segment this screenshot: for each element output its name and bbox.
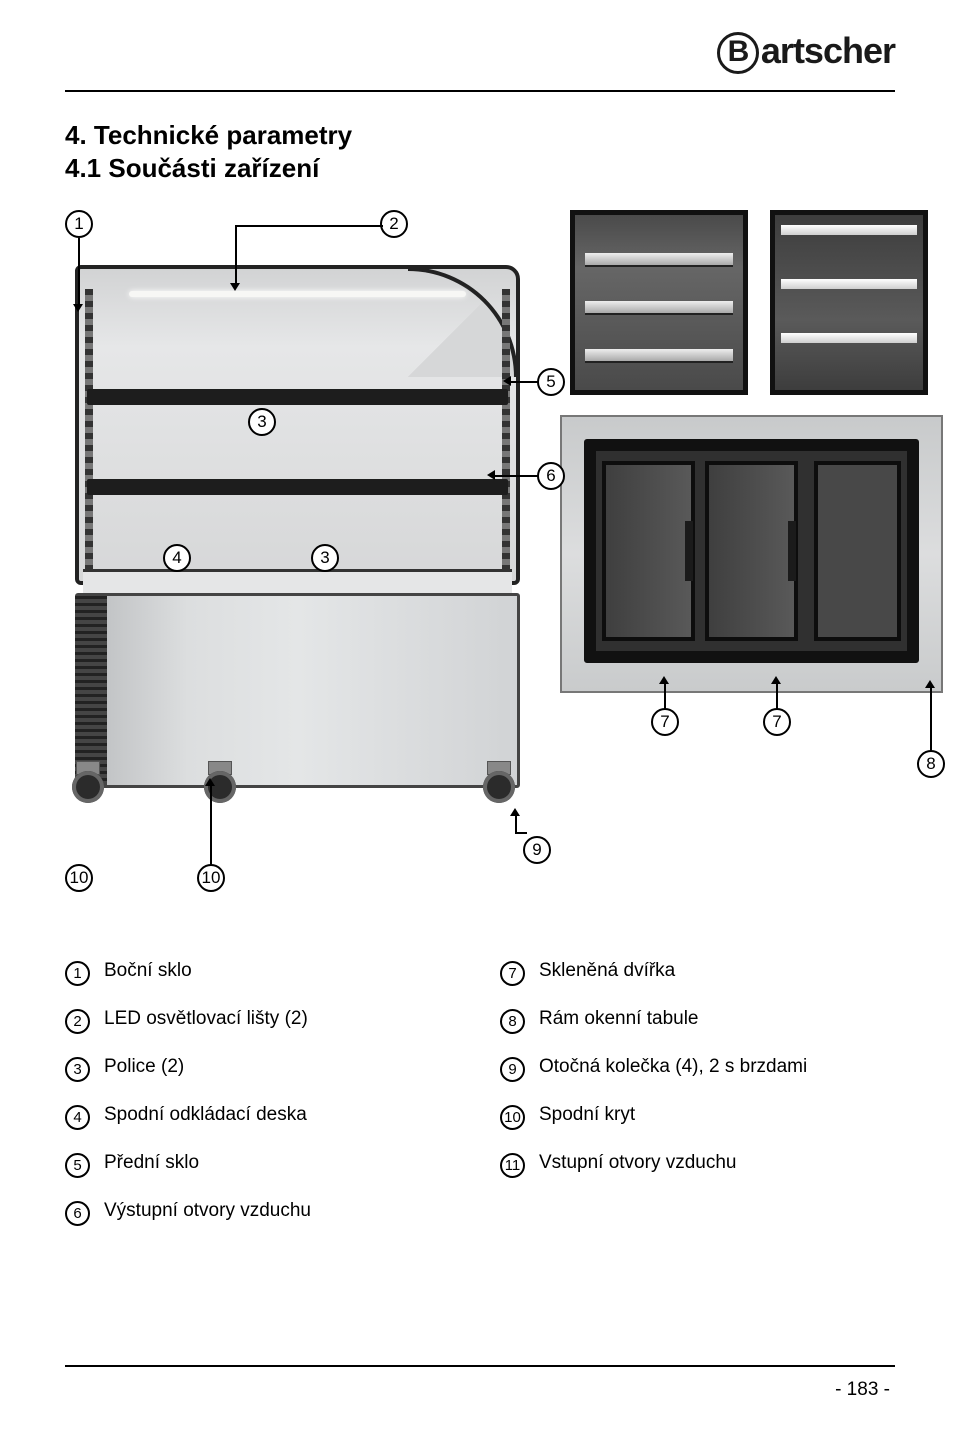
page-number: - 183 - [835, 1379, 890, 1401]
caster-right [477, 761, 521, 805]
legend-item: 9 Otočná kolečka (4), 2 s brzdami [500, 1056, 895, 1082]
legend-label: Vstupní otvory vzduchu [539, 1152, 737, 1174]
legend-label: Přední sklo [104, 1152, 199, 1174]
arrowhead-icon [73, 304, 83, 312]
arrowhead-icon [771, 676, 781, 684]
arrowhead-icon [510, 808, 520, 816]
led-strip-icon [129, 291, 466, 297]
cabinet-upper-glass [75, 265, 520, 585]
callout-3a: 3 [248, 408, 276, 436]
cabinet-base [75, 593, 520, 788]
rail-left [85, 289, 93, 573]
callout-10b: 10 [197, 864, 225, 892]
legend-item: 4 Spodní odkládací deska [65, 1104, 460, 1130]
figure-detail-lighting [770, 210, 928, 395]
leader-line [776, 682, 778, 710]
leader-line [930, 686, 932, 752]
legend-number-icon: 8 [500, 1009, 525, 1034]
rail-right [502, 289, 510, 573]
sliding-door-left [602, 461, 695, 641]
legend-number-icon: 1 [65, 961, 90, 986]
brand-mark-icon: B [717, 32, 759, 74]
leader-line [509, 381, 539, 383]
figure-main-cabinet [75, 255, 520, 830]
callout-5: 5 [537, 368, 565, 396]
legend-number-icon: 5 [65, 1153, 90, 1178]
rear-door-frame [584, 439, 919, 663]
callout-9: 9 [523, 836, 551, 864]
callout-7b: 7 [763, 708, 791, 736]
door-handle-icon [685, 521, 693, 581]
callout-4: 4 [163, 544, 191, 572]
legend-grid: 1 Boční sklo 7 Skleněná dvířka 2 LED osvětl… [65, 960, 895, 1226]
arrowhead-icon [230, 283, 240, 291]
cabinet-interior [814, 461, 901, 641]
bottom-horizontal-rule [65, 1365, 895, 1367]
leader-line [210, 784, 212, 866]
callout-1: 1 [65, 210, 93, 238]
legend-number-icon: 10 [500, 1105, 525, 1130]
legend-number-icon: 7 [500, 961, 525, 986]
legend-label: Spodní odkládací deska [104, 1104, 307, 1126]
leader-line [515, 814, 517, 834]
leader-line [235, 225, 237, 285]
legend-label: Spodní kryt [539, 1104, 635, 1126]
legend-label: Otočná kolečka (4), 2 s brzdami [539, 1056, 807, 1078]
legend-number-icon: 9 [500, 1057, 525, 1082]
legend-item: 7 Skleněná dvířka [500, 960, 895, 986]
caster-left [66, 761, 110, 805]
leader-line [78, 238, 80, 306]
leader-line [235, 225, 360, 227]
heading-level-1: 4. Technické parametry [65, 120, 352, 151]
legend-label: Rám okenní tabule [539, 1008, 699, 1030]
callout-8: 8 [917, 750, 945, 778]
legend-number-icon: 6 [65, 1201, 90, 1226]
arrowhead-icon [659, 676, 669, 684]
legend-item: 10 Spodní kryt [500, 1104, 895, 1130]
legend-item: 2 LED osvětlovací lišty (2) [65, 1008, 460, 1034]
figure-detail-airflow [570, 210, 748, 395]
heading-level-2: 4.1 Součásti zařízení [65, 153, 352, 184]
brand-logo: Bartscher [717, 30, 895, 74]
brand-text: artscher [761, 30, 895, 71]
door-handle-icon [788, 521, 796, 581]
arrowhead-icon [205, 778, 215, 786]
arrowhead-icon [925, 680, 935, 688]
callout-2: 2 [380, 210, 408, 238]
legend-block: 1 Boční sklo 7 Skleněná dvířka 2 LED osvětl… [65, 960, 895, 1226]
legend-label: Police (2) [104, 1056, 184, 1078]
sliding-door-right [705, 461, 798, 641]
shelf-lower [87, 479, 508, 495]
legend-item: 6 Výstupní otvory vzduchu [65, 1200, 460, 1226]
top-horizontal-rule [65, 90, 895, 92]
legend-item: 8 Rám okenní tabule [500, 1008, 895, 1034]
leader-line [493, 475, 539, 477]
legend-label: LED osvětlovací lišty (2) [104, 1008, 308, 1030]
legend-number-icon: 3 [65, 1057, 90, 1082]
legend-item: 5 Přední sklo [65, 1152, 460, 1178]
arrowhead-icon [503, 376, 511, 386]
legend-number-icon: 11 [500, 1153, 525, 1178]
legend-label: Boční sklo [104, 960, 192, 982]
callout-6: 6 [537, 462, 565, 490]
diagram-area: 1 2 3 5 6 3 4 7 7 8 9 10 10 [15, 210, 945, 900]
callout-10a: 10 [65, 864, 93, 892]
headings-block: 4. Technické parametry 4.1 Součásti zaří… [65, 120, 352, 184]
legend-item: 3 Police (2) [65, 1056, 460, 1082]
leader-line [664, 682, 666, 710]
legend-item: 11 Vstupní otvory vzduchu [500, 1152, 895, 1178]
callout-7a: 7 [651, 708, 679, 736]
arrowhead-icon [487, 470, 495, 480]
legend-label: Výstupní otvory vzduchu [104, 1200, 311, 1222]
callout-3b: 3 [311, 544, 339, 572]
shelf-upper [87, 389, 508, 405]
legend-number-icon: 2 [65, 1009, 90, 1034]
figure-rear-doors [560, 415, 943, 693]
side-vent-icon [75, 596, 107, 785]
legend-label: Skleněná dvířka [539, 960, 675, 982]
legend-item: 1 Boční sklo [65, 960, 460, 986]
legend-number-icon: 4 [65, 1105, 90, 1130]
